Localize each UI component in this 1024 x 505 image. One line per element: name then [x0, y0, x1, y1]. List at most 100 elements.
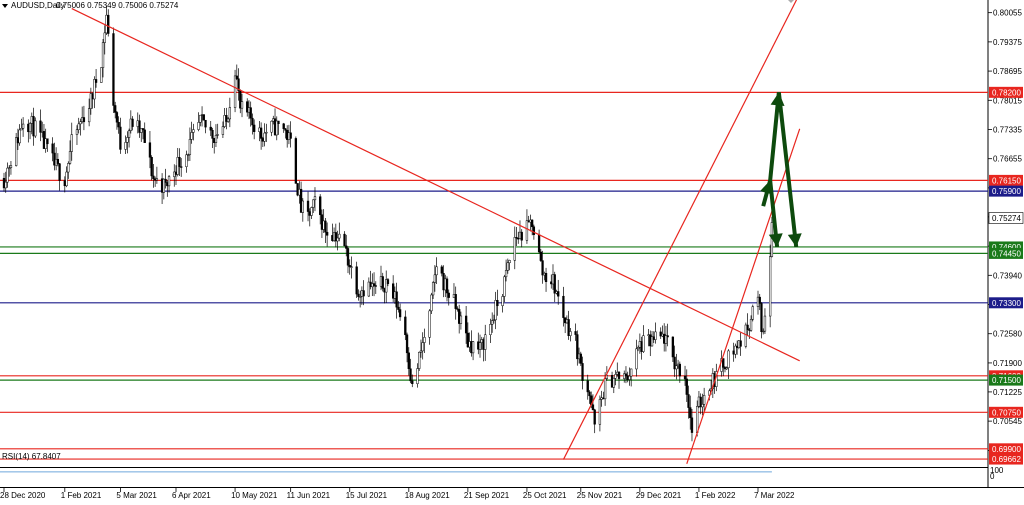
candle[interactable] — [197, 112, 200, 132]
candle[interactable] — [167, 174, 171, 193]
candle[interactable] — [423, 328, 426, 354]
candle[interactable] — [275, 116, 278, 141]
candle[interactable] — [127, 128, 131, 148]
candle[interactable] — [496, 289, 499, 316]
candle[interactable] — [141, 128, 145, 140]
candle[interactable] — [9, 160, 13, 175]
candle[interactable] — [503, 274, 506, 303]
candle[interactable] — [722, 358, 725, 377]
candle[interactable] — [152, 163, 155, 188]
candle[interactable] — [418, 351, 421, 371]
candle[interactable] — [398, 303, 402, 321]
candle[interactable] — [336, 230, 339, 251]
candle[interactable] — [150, 155, 153, 181]
candle[interactable] — [93, 76, 96, 109]
candle[interactable] — [725, 366, 728, 371]
candle[interactable] — [689, 395, 692, 430]
candle[interactable] — [513, 226, 516, 270]
candle[interactable] — [484, 324, 487, 361]
candle[interactable] — [374, 281, 377, 294]
candle[interactable] — [751, 304, 754, 322]
candle[interactable] — [763, 308, 767, 334]
candle[interactable] — [82, 105, 86, 131]
candle[interactable] — [459, 311, 463, 330]
candle[interactable] — [188, 127, 192, 161]
candle[interactable] — [683, 365, 687, 386]
candle[interactable] — [588, 390, 591, 404]
candle[interactable] — [702, 387, 706, 412]
candle[interactable] — [249, 101, 252, 127]
candle[interactable] — [56, 153, 60, 167]
candle[interactable] — [51, 137, 54, 162]
candle[interactable] — [87, 98, 91, 127]
candle[interactable] — [190, 121, 193, 144]
candle[interactable] — [359, 290, 362, 308]
candle[interactable] — [119, 117, 122, 154]
candle[interactable] — [310, 206, 313, 219]
candle[interactable] — [39, 109, 42, 142]
candle[interactable] — [574, 323, 577, 341]
candle[interactable] — [58, 163, 61, 191]
trendline[interactable] — [686, 128, 801, 465]
candle[interactable] — [20, 118, 23, 131]
candle[interactable] — [100, 67, 103, 83]
candle[interactable] — [94, 69, 98, 88]
candle[interactable] — [338, 222, 341, 242]
candle[interactable] — [557, 279, 560, 305]
candle[interactable] — [240, 93, 244, 118]
candle[interactable] — [253, 119, 256, 140]
candle[interactable] — [635, 339, 638, 377]
candle[interactable] — [760, 302, 763, 339]
candle[interactable] — [235, 64, 238, 81]
candle[interactable] — [4, 171, 7, 193]
candle[interactable] — [593, 408, 596, 434]
candle[interactable] — [411, 374, 414, 388]
candle[interactable] — [228, 97, 232, 128]
candle[interactable] — [675, 353, 678, 380]
candle[interactable] — [466, 322, 470, 348]
candle[interactable] — [581, 356, 584, 390]
candle[interactable] — [199, 114, 202, 127]
candle[interactable] — [348, 259, 351, 275]
candle[interactable] — [749, 315, 753, 332]
candle[interactable] — [216, 123, 219, 139]
candle[interactable] — [562, 286, 565, 327]
candle[interactable] — [313, 187, 317, 212]
candle[interactable] — [409, 358, 412, 384]
candle[interactable] — [312, 199, 315, 213]
candle[interactable] — [263, 123, 266, 147]
candle[interactable] — [214, 124, 218, 147]
candle[interactable] — [15, 132, 18, 167]
candle[interactable] — [246, 98, 249, 117]
candle[interactable] — [445, 276, 449, 302]
candle[interactable] — [34, 117, 37, 139]
candle[interactable] — [395, 282, 398, 319]
candle[interactable] — [673, 345, 676, 377]
candle[interactable] — [734, 343, 737, 359]
candle[interactable] — [117, 116, 120, 134]
candle[interactable] — [431, 281, 435, 300]
candle[interactable] — [301, 198, 304, 222]
candle[interactable] — [343, 231, 346, 247]
candle[interactable] — [586, 374, 589, 400]
candle[interactable] — [68, 140, 72, 165]
candle[interactable] — [185, 150, 188, 173]
candle[interactable] — [664, 325, 668, 352]
candle[interactable] — [28, 122, 32, 140]
candle[interactable] — [428, 309, 431, 345]
candle[interactable] — [385, 270, 388, 304]
candle[interactable] — [433, 265, 437, 292]
candle[interactable] — [447, 289, 450, 306]
candle[interactable] — [494, 291, 497, 330]
candle[interactable] — [671, 336, 675, 363]
candle[interactable] — [699, 393, 702, 415]
candle[interactable] — [544, 267, 548, 292]
candle[interactable] — [491, 312, 494, 333]
candle[interactable] — [407, 347, 410, 376]
candle[interactable] — [357, 289, 360, 301]
candle[interactable] — [381, 272, 384, 292]
candle[interactable] — [397, 301, 400, 313]
candle[interactable] — [419, 339, 423, 358]
candle[interactable] — [325, 222, 329, 247]
